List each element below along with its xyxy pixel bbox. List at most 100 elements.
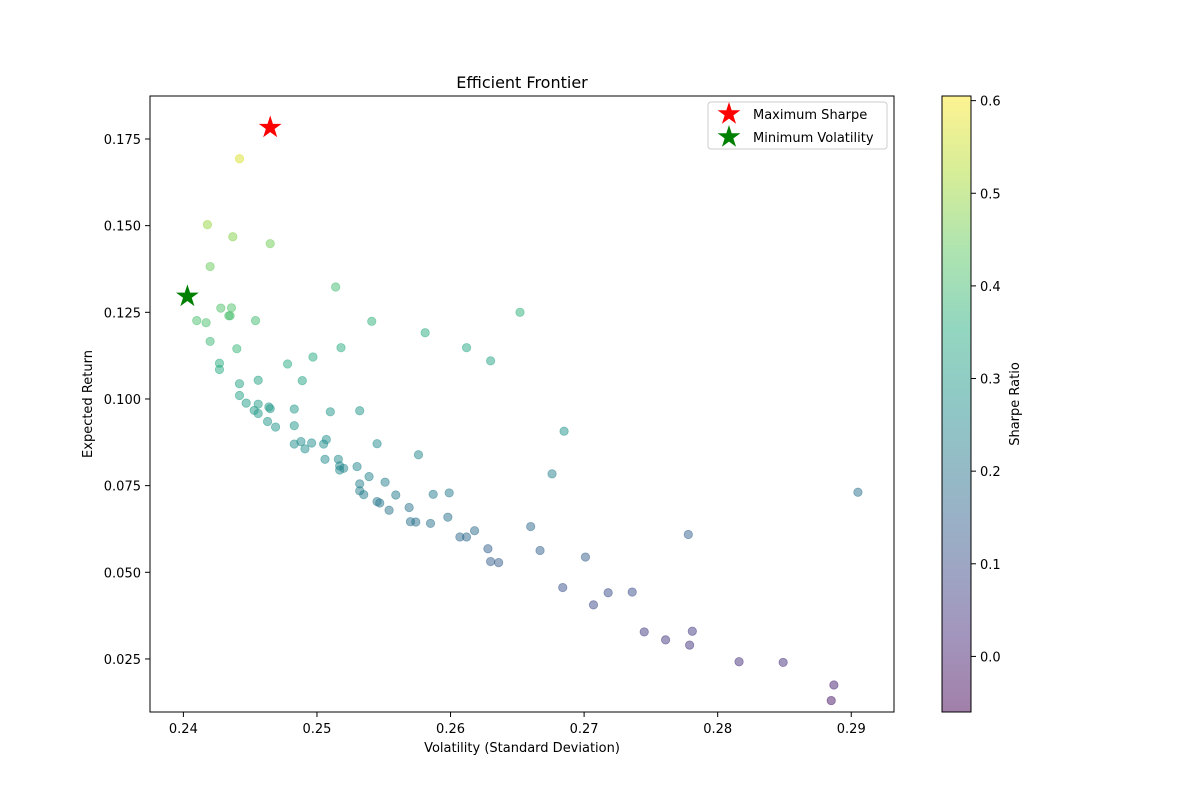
portfolio-point (428, 489, 438, 499)
portfolio-point (375, 498, 385, 508)
portfolio-point (413, 450, 424, 460)
portfolio-point (461, 343, 472, 353)
portfolio-point (289, 404, 299, 414)
portfolio-point (384, 505, 394, 515)
portfolio-point (535, 545, 545, 556)
portfolio-point (232, 344, 242, 354)
x-tick-label: 0.24 (169, 722, 198, 737)
portfolio-point (228, 232, 238, 242)
colorbar-tick-label: 0.6 (980, 95, 1001, 110)
portfolio-point (265, 404, 275, 414)
legend-box (707, 101, 888, 150)
portfolio-point (486, 556, 496, 567)
portfolio-point (234, 154, 245, 164)
portfolio-point (411, 517, 421, 527)
portfolio-point (216, 303, 226, 313)
y-tick-label: 0.150 (104, 220, 141, 235)
x-tick-label: 0.28 (703, 722, 732, 737)
portfolio-point (226, 303, 237, 313)
portfolio-point (580, 552, 591, 562)
portfolio-point (778, 657, 788, 668)
portfolio-point (404, 502, 414, 513)
x-axis-label: Volatility (Standard Deviation) (424, 741, 620, 756)
portfolio-point (483, 544, 493, 554)
portfolio-point (526, 521, 536, 532)
maximum-sharpe-star (258, 115, 282, 138)
portfolio-point (262, 416, 273, 427)
portfolio-point (253, 408, 263, 419)
portfolio-point (205, 261, 215, 272)
legend: Maximum Sharpe Minimum Volatility (707, 101, 888, 150)
portfolio-point (300, 444, 310, 454)
colorbar-tick-label: 0.0 (980, 650, 1001, 665)
y-tick-label: 0.175 (104, 133, 141, 148)
portfolio-point (853, 487, 863, 497)
portfolio-point (588, 600, 599, 610)
portfolio-point (308, 352, 318, 362)
colorbar-label: Sharpe Ratio (1008, 362, 1023, 446)
portfolio-point (372, 439, 382, 449)
portfolio-point (425, 518, 436, 529)
y-axis-ticks: 0.025 0.050 0.075 0.100 0.125 0.150 0.175 (104, 133, 150, 668)
portfolio-point (352, 461, 362, 472)
y-tick-label: 0.075 (104, 480, 141, 495)
colorbar-gradient (942, 96, 971, 712)
minimum-volatility-star (175, 284, 199, 307)
x-axis-ticks: 0.24 0.25 0.26 0.27 0.28 0.29 (169, 712, 866, 737)
portfolio-point (234, 379, 245, 389)
scatter-points-layer (192, 154, 863, 706)
colorbar-tick-label: 0.5 (980, 187, 1001, 202)
portfolio-point (307, 438, 317, 448)
portfolio-point (734, 657, 744, 667)
y-tick-label: 0.025 (104, 653, 141, 668)
colorbar-tick-label: 0.4 (980, 280, 1001, 295)
portfolio-point (494, 557, 504, 568)
portfolio-point (486, 356, 496, 366)
portfolio-point (355, 406, 365, 416)
x-tick-label: 0.26 (436, 722, 465, 737)
portfolio-point (201, 318, 211, 328)
portfolio-point (321, 434, 331, 445)
colorbar-tick-label: 0.2 (980, 465, 1001, 480)
portfolio-point (192, 316, 202, 326)
portfolio-point (202, 220, 213, 230)
portfolio-point (250, 316, 261, 326)
colorbar-frame (941, 95, 972, 713)
portfolio-point (297, 376, 307, 386)
portfolio-point (270, 422, 281, 432)
colorbar-tick-label: 0.3 (980, 373, 1001, 388)
portfolio-point (320, 454, 330, 464)
portfolio-point (639, 627, 649, 637)
y-tick-label: 0.125 (104, 306, 141, 321)
portfolio-point (289, 421, 299, 431)
x-tick-label: 0.25 (302, 722, 331, 737)
portfolio-point (461, 532, 472, 542)
y-axis-label: Expected Return (81, 350, 96, 458)
portfolio-point (296, 437, 306, 447)
portfolio-point (364, 472, 374, 482)
portfolio-point (214, 364, 225, 375)
portfolio-point (469, 526, 480, 536)
legend-minimum-volatility-label: Minimum Volatility (753, 131, 874, 146)
y-tick-label: 0.100 (104, 393, 141, 408)
star-markers-layer (175, 115, 282, 307)
portfolio-point (826, 695, 836, 706)
portfolio-point (829, 680, 839, 690)
portfolio-point (443, 512, 453, 522)
portfolio-point (683, 529, 693, 540)
x-tick-label: 0.27 (570, 722, 599, 737)
portfolio-point (685, 640, 695, 650)
portfolio-point (420, 328, 430, 338)
colorbar: 0.0 0.1 0.2 0.3 0.4 0.5 0.6 Sharpe Ratio (941, 95, 1023, 713)
portfolio-point (391, 490, 401, 500)
portfolio-point (335, 465, 345, 475)
portfolio-point (253, 375, 263, 385)
chart-title: Efficient Frontier (456, 73, 588, 92)
portfolio-point (559, 426, 569, 436)
portfolio-point (359, 490, 369, 500)
portfolio-point (367, 316, 377, 326)
portfolio-point (547, 469, 557, 479)
portfolio-point (687, 626, 697, 636)
portfolio-point (515, 307, 525, 317)
